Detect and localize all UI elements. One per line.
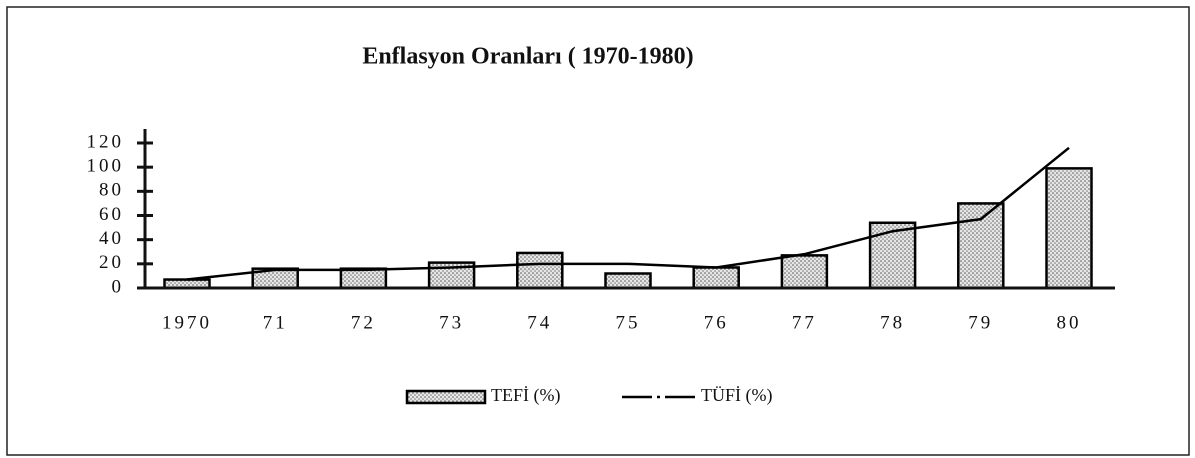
bar [692,266,740,290]
y-tick-label: 60 [99,204,124,225]
bar [604,272,652,290]
x-tick-label: 79 [968,312,993,333]
bar [516,251,564,290]
x-tick-label: 71 [263,312,288,333]
y-tick-label: 0 [112,276,125,297]
frame [6,6,1190,456]
y-tick-label: 40 [99,228,124,249]
x-tick-label: 77 [792,312,817,333]
legend-label: TEFİ (%) [491,385,560,406]
x-tick-label: 78 [880,312,905,333]
x-tick-label: 74 [527,312,552,333]
chart-title: Enflasyon Oranları ( 1970-1980) [362,44,693,70]
legend-label: TÜFİ (%) [701,385,772,406]
bar [868,221,917,290]
legend-swatch [405,389,487,405]
x-tick-label: 73 [439,312,464,333]
y-tick-label: 100 [87,156,125,177]
y-tick-label: 20 [99,252,124,273]
x-tick-label: 1970 [162,312,212,333]
x-tick-label: 75 [616,312,641,333]
line [186,146,1070,281]
x-tick-label: 72 [351,312,376,333]
y-tick-label: 120 [87,131,125,152]
bar [957,202,1005,290]
bar [339,267,388,290]
bar [780,254,829,290]
bar [1045,167,1093,290]
x-tick-label: 80 [1057,312,1082,333]
y-tick-label: 80 [99,180,124,201]
x-tick-label: 76 [704,312,729,333]
